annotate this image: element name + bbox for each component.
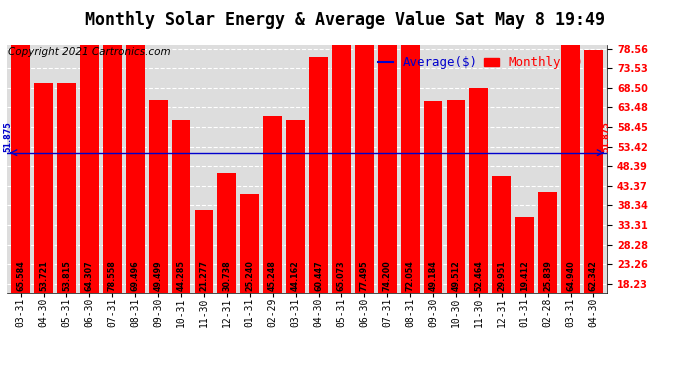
Text: 44.162: 44.162 [291, 261, 300, 291]
Text: 53.721: 53.721 [39, 261, 48, 291]
Bar [240, 194, 259, 292]
Text: 64.940: 64.940 [566, 261, 575, 291]
Text: Copyright 2021 Cartronics.com: Copyright 2021 Cartronics.com [8, 47, 170, 57]
Text: 72.054: 72.054 [406, 261, 415, 291]
Text: 29.951: 29.951 [497, 261, 506, 291]
Text: 65.073: 65.073 [337, 261, 346, 291]
Bar [217, 173, 236, 292]
Legend: Average($), Monthly($): Average($), Monthly($) [373, 51, 589, 74]
Text: 62.342: 62.342 [589, 261, 598, 291]
Bar [493, 176, 511, 292]
Bar [80, 42, 99, 292]
Text: 49.512: 49.512 [451, 261, 460, 291]
Text: 60.447: 60.447 [314, 261, 323, 291]
Text: 53.815: 53.815 [62, 261, 71, 291]
Bar [401, 12, 420, 292]
Bar [378, 3, 397, 292]
Text: 21.277: 21.277 [199, 261, 208, 291]
Bar [264, 116, 282, 292]
Text: Monthly Solar Energy & Average Value Sat May 8 19:49: Monthly Solar Energy & Average Value Sat… [85, 11, 605, 29]
Bar [469, 88, 489, 292]
Text: 19.412: 19.412 [520, 261, 529, 291]
Text: 78.558: 78.558 [108, 261, 117, 291]
Bar [561, 39, 580, 292]
Text: 25.839: 25.839 [543, 261, 552, 291]
Text: 30.738: 30.738 [222, 261, 231, 291]
Bar [446, 99, 465, 292]
Bar [538, 192, 557, 292]
Bar [309, 57, 328, 292]
Text: 49.499: 49.499 [154, 261, 163, 291]
Bar [103, 0, 121, 292]
Text: 52.464: 52.464 [475, 261, 484, 291]
Bar [332, 39, 351, 292]
Text: 74.200: 74.200 [383, 261, 392, 291]
Bar [355, 0, 374, 292]
Text: 45.248: 45.248 [268, 261, 277, 291]
Bar [57, 83, 76, 292]
Bar [34, 83, 53, 292]
Text: 69.496: 69.496 [130, 261, 139, 291]
Text: 51.875: 51.875 [3, 121, 12, 152]
Text: 25.240: 25.240 [245, 261, 255, 291]
Bar [584, 50, 603, 292]
Bar [286, 120, 305, 292]
Bar [11, 37, 30, 292]
Text: 51.875: 51.875 [602, 121, 611, 152]
Bar [172, 120, 190, 292]
Bar [424, 101, 442, 292]
Bar [149, 100, 168, 292]
Text: 49.184: 49.184 [428, 261, 437, 291]
Text: 77.495: 77.495 [359, 261, 369, 291]
Text: 44.285: 44.285 [177, 261, 186, 291]
Bar [126, 22, 145, 292]
Text: 64.307: 64.307 [85, 261, 94, 291]
Bar [195, 210, 213, 292]
Text: 65.584: 65.584 [16, 261, 25, 291]
Bar [515, 217, 534, 292]
